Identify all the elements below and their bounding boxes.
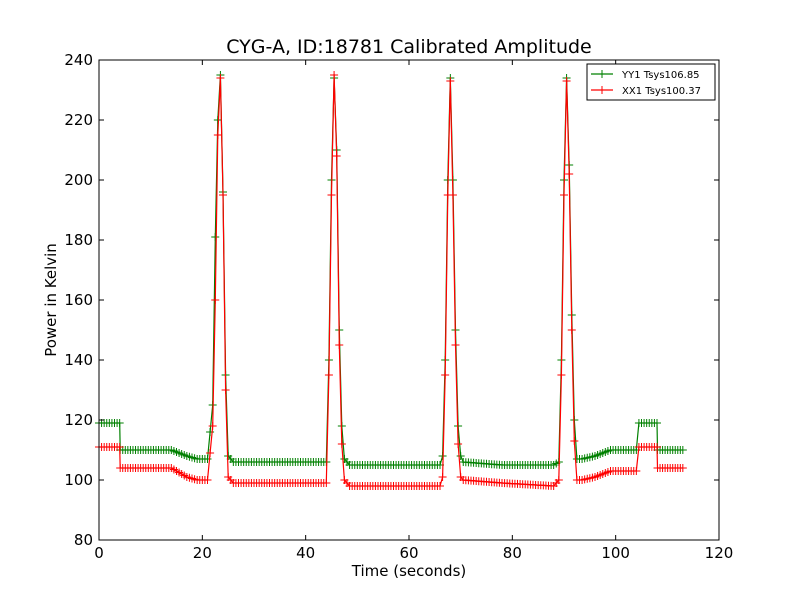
data-point: [456, 452, 465, 460]
data-point: [216, 74, 225, 82]
data-point: [678, 464, 687, 472]
y-axis-label: Power in Kelvin: [42, 243, 60, 357]
x-tick-label: 60: [399, 544, 418, 562]
y-tick-label: 160: [64, 291, 93, 309]
data-point: [206, 428, 215, 436]
x-tick-label: 100: [601, 544, 630, 562]
chart-title: CYG-A, ID:18781 Calibrated Amplitude: [226, 36, 591, 58]
data-point: [324, 371, 333, 379]
data-point: [446, 77, 455, 85]
data-point: [438, 473, 447, 481]
legend-marker: [598, 86, 606, 94]
data-point: [219, 191, 227, 199]
series-2: [95, 71, 687, 490]
data-point: [562, 77, 571, 85]
data-point: [448, 191, 457, 199]
y-tick-label: 100: [64, 471, 93, 489]
legend-entries: YY1 Tsys106.85 XX1 Tsys100.37: [591, 70, 701, 97]
ticks-layer: 0 20 40 60 80 100 120 80 100 120 140 160 180 200 220 24…: [64, 51, 733, 562]
y-tick-label: 240: [64, 51, 93, 69]
data-point: [208, 422, 217, 430]
legend-marker: [598, 70, 606, 78]
x-tick-label: 120: [705, 544, 734, 562]
data-point: [653, 443, 661, 451]
data-point: [203, 476, 212, 484]
legend-label: YY1 Tsys106.85: [621, 70, 700, 81]
data-point: [211, 233, 220, 241]
y-tick-label: 180: [64, 231, 93, 249]
data-point: [436, 482, 444, 490]
data-point: [335, 341, 344, 349]
y-tick-label: 220: [64, 111, 93, 129]
y-tick-label: 80: [74, 531, 93, 549]
data-point: [632, 467, 641, 475]
data-point: [554, 476, 563, 484]
series-layer: [95, 71, 687, 490]
data-point: [570, 437, 579, 445]
x-tick-label: 20: [193, 544, 212, 562]
x-tick-label: 80: [503, 544, 522, 562]
data-point: [221, 386, 230, 394]
y-tick-label: 140: [64, 351, 93, 369]
data-point: [560, 191, 568, 199]
data-point: [678, 446, 687, 454]
data-point: [206, 449, 215, 457]
y-tick-label: 120: [64, 411, 93, 429]
data-point: [441, 371, 450, 379]
y-tick-label: 200: [64, 171, 93, 189]
data-point: [330, 71, 339, 79]
data-point: [327, 191, 336, 199]
data-point: [211, 296, 220, 304]
plot-frame: [98, 59, 720, 541]
x-tick-label: 0: [94, 544, 104, 562]
legend-box: [586, 63, 716, 101]
data-point: [557, 371, 566, 379]
data-point: [567, 326, 576, 334]
legend-label: XX1 Tsys100.37: [622, 86, 701, 97]
data-point: [454, 440, 463, 448]
x-axis-label: Time (seconds): [351, 562, 467, 580]
data-point: [203, 455, 212, 463]
data-point: [653, 419, 661, 427]
data-point: [322, 479, 331, 487]
x-tick-label: 40: [296, 544, 315, 562]
data-point: [451, 341, 460, 349]
data-point: [337, 440, 346, 448]
series-1: [95, 71, 687, 469]
data-point: [565, 170, 574, 178]
data-point: [213, 131, 222, 139]
data-point: [332, 152, 341, 160]
data-point: [115, 419, 124, 427]
legend: YY1 Tsys106.85 XX1 Tsys100.37: [586, 63, 716, 101]
data-point: [115, 443, 124, 451]
